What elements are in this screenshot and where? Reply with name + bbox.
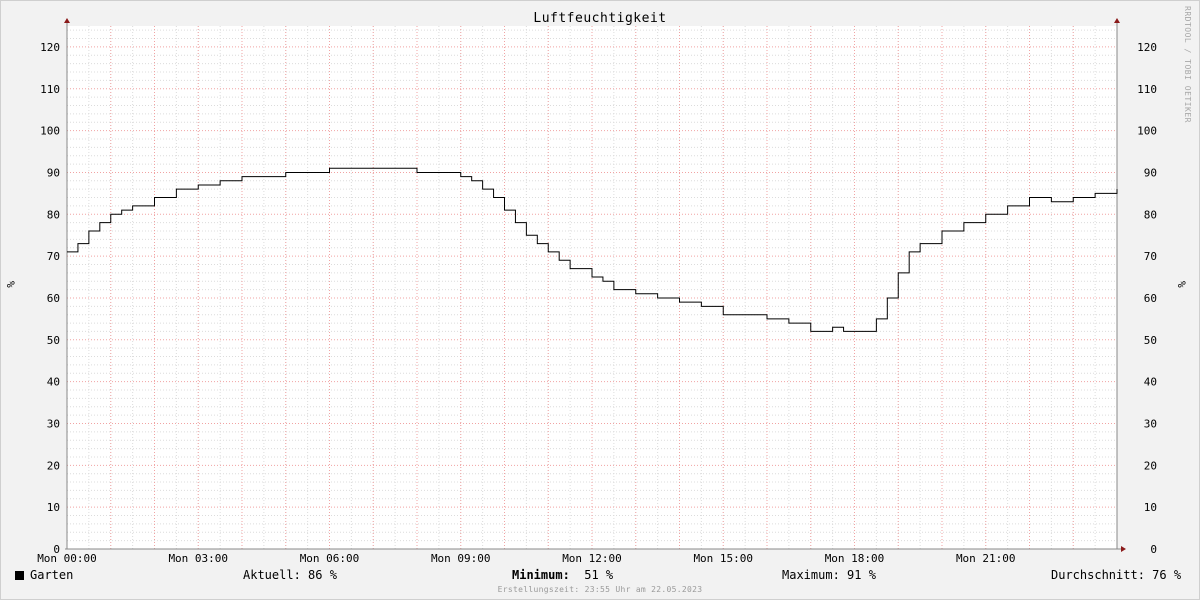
y-tick-label-left: 70 bbox=[47, 250, 60, 263]
y-tick-label-right: 60 bbox=[1144, 292, 1157, 305]
y-tick-label-left: 110 bbox=[40, 83, 60, 96]
y-tick-label-right: 50 bbox=[1144, 334, 1157, 347]
y-tick-label-right: 120 bbox=[1137, 41, 1157, 54]
y-tick-label-right: 90 bbox=[1144, 166, 1157, 179]
x-tick-label: Mon 00:00 bbox=[37, 552, 97, 565]
y-tick-label-right: 70 bbox=[1144, 250, 1157, 263]
y-tick-label-right: 30 bbox=[1144, 417, 1157, 430]
y-axis-unit-left: % bbox=[4, 281, 17, 288]
y-tick-label-left: 0 bbox=[53, 543, 60, 556]
x-axis-arrow bbox=[1121, 546, 1126, 552]
y-tick-label-right: 40 bbox=[1144, 376, 1157, 389]
y-tick-label-right: 10 bbox=[1144, 501, 1157, 514]
legend-minimum: Minimum: 51 % bbox=[512, 568, 613, 582]
y-axis-arrow-right bbox=[1114, 18, 1120, 23]
x-tick-label: Mon 03:00 bbox=[168, 552, 228, 565]
y-tick-label-right: 100 bbox=[1137, 125, 1157, 138]
legend-series: Garten bbox=[15, 568, 73, 582]
x-tick-label: Mon 12:00 bbox=[562, 552, 622, 565]
x-tick-label: Mon 21:00 bbox=[956, 552, 1016, 565]
y-tick-label-right: 0 bbox=[1150, 543, 1157, 556]
y-tick-label-left: 120 bbox=[40, 41, 60, 54]
chart-title: Luftfeuchtigkeit bbox=[533, 11, 667, 26]
y-tick-label-left: 20 bbox=[47, 459, 60, 472]
x-tick-label: Mon 09:00 bbox=[431, 552, 491, 565]
x-tick-label: Mon 18:00 bbox=[825, 552, 885, 565]
y-tick-label-left: 60 bbox=[47, 292, 60, 305]
x-tick-label: Mon 15:00 bbox=[693, 552, 753, 565]
legend-minimum-label: Minimum: bbox=[512, 568, 570, 582]
y-tick-label-left: 10 bbox=[47, 501, 60, 514]
y-tick-label-left: 80 bbox=[47, 208, 60, 221]
y-tick-label-left: 30 bbox=[47, 417, 60, 430]
legend-series-name: Garten bbox=[30, 568, 74, 582]
x-tick-label: Mon 06:00 bbox=[300, 552, 360, 565]
y-tick-label-right: 80 bbox=[1144, 208, 1157, 221]
y-tick-label-right: 110 bbox=[1137, 83, 1157, 96]
legend-swatch bbox=[15, 571, 24, 580]
y-tick-label-left: 40 bbox=[47, 376, 60, 389]
y-tick-label-right: 20 bbox=[1144, 459, 1157, 472]
y-tick-label-left: 50 bbox=[47, 334, 60, 347]
y-axis-unit-right: % bbox=[1175, 281, 1188, 288]
legend-minimum-value: 51 % bbox=[584, 568, 614, 582]
legend-average: Durchschnitt: 76 % bbox=[1051, 568, 1182, 582]
legend-current: Aktuell: 86 % bbox=[243, 568, 337, 582]
y-tick-label-left: 100 bbox=[40, 125, 60, 138]
legend-maximum: Maximum: 91 % bbox=[782, 568, 876, 582]
rrdtool-watermark: RRDTOOL / TOBI OETIKER bbox=[1183, 6, 1192, 123]
y-tick-label-left: 90 bbox=[47, 166, 60, 179]
creation-timestamp: Erstellungszeit: 23:55 Uhr am 22.05.2023 bbox=[497, 585, 703, 594]
y-axis-arrow-left bbox=[64, 18, 70, 23]
